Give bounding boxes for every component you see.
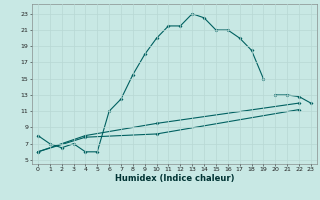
X-axis label: Humidex (Indice chaleur): Humidex (Indice chaleur): [115, 174, 234, 183]
